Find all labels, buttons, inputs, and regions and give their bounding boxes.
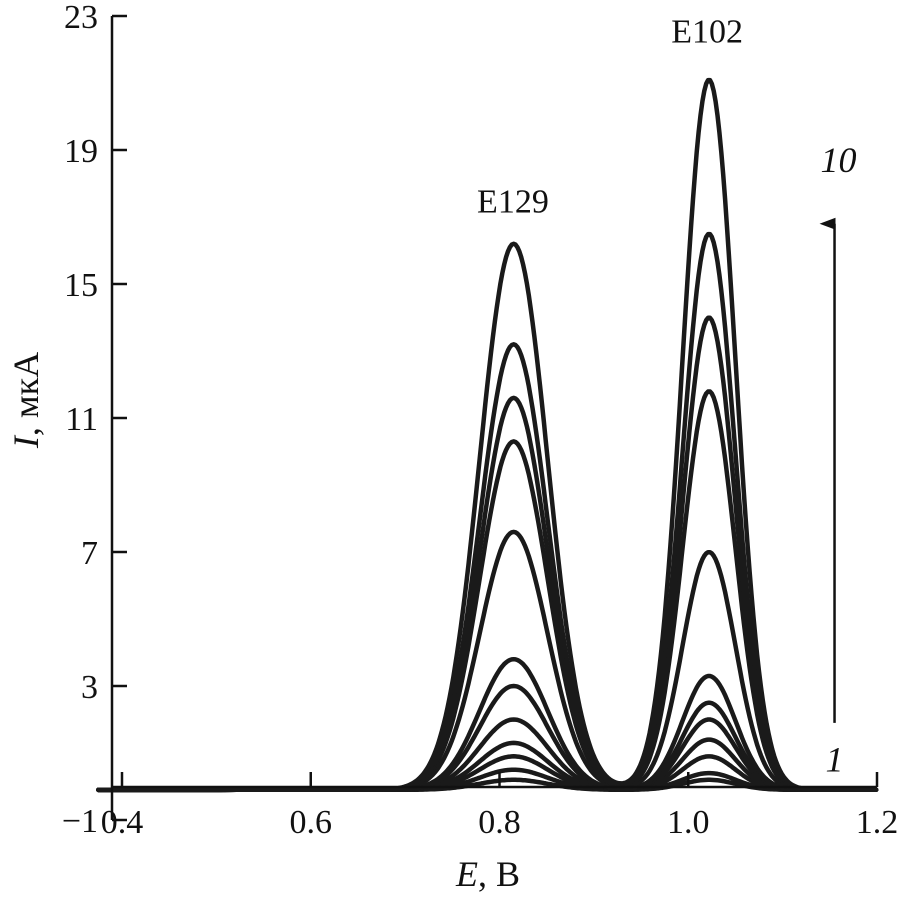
- curve-label-start: 1: [826, 740, 844, 780]
- curve-label-end: 10: [821, 140, 857, 180]
- y-axis-unit: , мкА: [6, 352, 46, 436]
- peak-label-e102: E102: [671, 13, 743, 50]
- x-tick-label: 1.0: [667, 804, 710, 841]
- x-tick-label: 1.2: [856, 804, 899, 841]
- y-axis-title: I, мкА: [6, 352, 46, 449]
- y-tick-label: 23: [64, 0, 98, 36]
- annotations: 1 10 E129 E102: [477, 13, 856, 779]
- y-tick-label: −1: [62, 803, 98, 840]
- x-axis-title: E, В: [455, 854, 520, 894]
- y-tick-label: 3: [81, 669, 98, 706]
- series-curve-12: [96, 77, 879, 793]
- x-axis-variable: E: [455, 854, 478, 894]
- x-tick-label: 0.8: [478, 804, 521, 841]
- peak-label-e129: E129: [477, 183, 549, 220]
- x-ticks: 0.4 0.6 0.8 1.0 1.2: [101, 772, 899, 841]
- x-axis-unit: , В: [478, 854, 520, 894]
- y-tick-label: 11: [65, 401, 98, 438]
- x-tick-label: 0.4: [101, 804, 144, 841]
- y-ticks: −1 3 7 11 15 19 23: [62, 0, 127, 840]
- x-tick-label: 0.6: [290, 804, 333, 841]
- series-group: [96, 77, 879, 793]
- y-tick-label: 15: [64, 267, 98, 304]
- y-axis-variable: I: [6, 434, 46, 449]
- y-tick-label: 19: [64, 133, 98, 170]
- y-tick-label: 7: [81, 535, 98, 572]
